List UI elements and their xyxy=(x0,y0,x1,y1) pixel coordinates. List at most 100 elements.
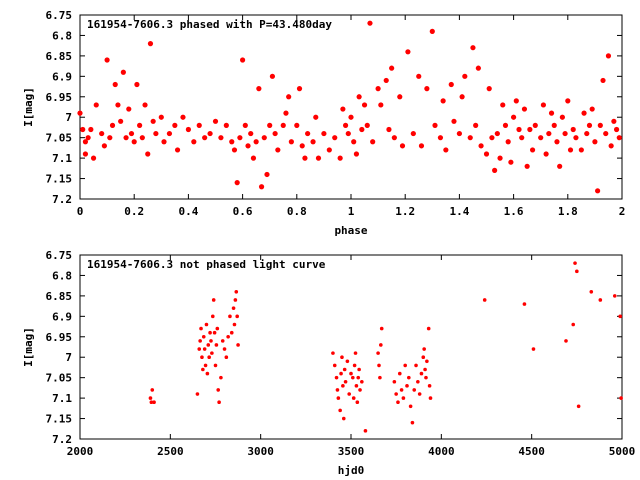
data-point xyxy=(139,135,145,141)
data-point xyxy=(158,114,164,120)
data-point xyxy=(571,322,576,327)
data-point xyxy=(118,118,124,124)
data-point xyxy=(335,388,340,392)
data-point xyxy=(548,110,555,116)
data-point xyxy=(562,130,568,137)
y-tick-label: 6.75 xyxy=(46,249,73,262)
data-point xyxy=(220,339,225,343)
data-point xyxy=(412,388,417,392)
data-point xyxy=(432,122,438,128)
data-point xyxy=(207,355,211,360)
data-point xyxy=(208,330,212,335)
y-tick-label: 7.05 xyxy=(46,132,73,145)
data-point xyxy=(99,130,105,137)
data-point xyxy=(202,347,207,351)
x-tick-label: 4500 xyxy=(518,445,545,458)
data-point xyxy=(147,41,154,47)
data-point xyxy=(586,122,593,128)
data-point xyxy=(288,139,294,145)
data-point xyxy=(343,379,348,384)
data-point xyxy=(331,351,335,355)
data-point xyxy=(213,363,218,368)
data-point xyxy=(229,139,235,145)
y-tick-label: 7 xyxy=(65,351,72,364)
data-point xyxy=(115,102,121,108)
data-point xyxy=(90,155,97,161)
chart-title: 161954-7606.3 phased with P=43.480day xyxy=(87,18,332,31)
data-point xyxy=(494,130,500,137)
data-point xyxy=(367,20,373,26)
data-point xyxy=(269,73,276,79)
data-point xyxy=(82,151,89,157)
data-point xyxy=(473,122,479,128)
data-point xyxy=(210,351,214,355)
y-tick-label: 6.8 xyxy=(52,269,72,282)
data-point xyxy=(456,130,462,137)
y-axis-label: I[mag] xyxy=(22,87,35,127)
data-point xyxy=(407,375,411,380)
data-point xyxy=(85,135,91,141)
data-point xyxy=(203,363,208,368)
data-point xyxy=(377,363,381,368)
data-point xyxy=(229,330,234,335)
data-point xyxy=(575,269,579,274)
data-point xyxy=(332,135,338,141)
data-point xyxy=(421,355,426,360)
data-point xyxy=(195,392,200,396)
data-point xyxy=(256,86,262,92)
data-point xyxy=(612,294,617,298)
data-point xyxy=(619,396,623,400)
data-point xyxy=(551,122,557,128)
data-point xyxy=(443,147,449,153)
data-point xyxy=(358,388,362,392)
y-tick-label: 6.8 xyxy=(52,29,72,42)
data-point xyxy=(522,302,527,306)
data-point xyxy=(611,118,617,124)
x-tick-label: 2 xyxy=(619,205,626,218)
y-tick-label: 6.85 xyxy=(46,50,73,63)
data-point xyxy=(379,326,384,331)
data-point xyxy=(379,343,383,347)
data-point xyxy=(202,135,208,141)
data-point xyxy=(82,139,89,145)
data-point xyxy=(191,139,197,145)
data-point xyxy=(231,306,236,310)
data-point xyxy=(459,94,465,100)
data-point xyxy=(348,114,354,120)
data-point xyxy=(424,86,430,92)
data-point xyxy=(253,139,259,145)
data-point xyxy=(228,314,232,319)
data-point xyxy=(565,98,571,104)
data-point xyxy=(351,139,357,145)
data-point xyxy=(353,351,358,355)
data-point xyxy=(334,375,339,380)
data-point xyxy=(209,339,213,343)
data-point xyxy=(149,400,154,405)
data-point xyxy=(360,379,364,384)
x-tick-label: 0.6 xyxy=(233,205,253,218)
data-point xyxy=(153,130,159,137)
y-axis-label: I[mag] xyxy=(22,327,35,367)
x-tick-label: 2500 xyxy=(157,445,184,458)
data-point xyxy=(529,147,536,153)
data-point xyxy=(605,53,612,59)
data-point xyxy=(196,122,202,128)
data-point xyxy=(521,106,528,112)
x-tick-label: 0 xyxy=(77,205,84,218)
data-point xyxy=(510,114,517,120)
data-point xyxy=(280,122,286,128)
data-point xyxy=(608,143,614,149)
data-point xyxy=(338,408,342,413)
data-point xyxy=(310,139,316,145)
data-point xyxy=(112,81,118,88)
data-point xyxy=(418,143,425,149)
y-tick-label: 7.15 xyxy=(46,413,73,426)
data-point xyxy=(540,102,547,108)
data-point xyxy=(391,135,397,141)
y-tick-label: 6.75 xyxy=(46,9,73,22)
data-point xyxy=(355,400,360,405)
data-point xyxy=(361,102,368,108)
data-point xyxy=(613,126,620,133)
data-point xyxy=(378,375,382,380)
data-point xyxy=(376,351,380,355)
